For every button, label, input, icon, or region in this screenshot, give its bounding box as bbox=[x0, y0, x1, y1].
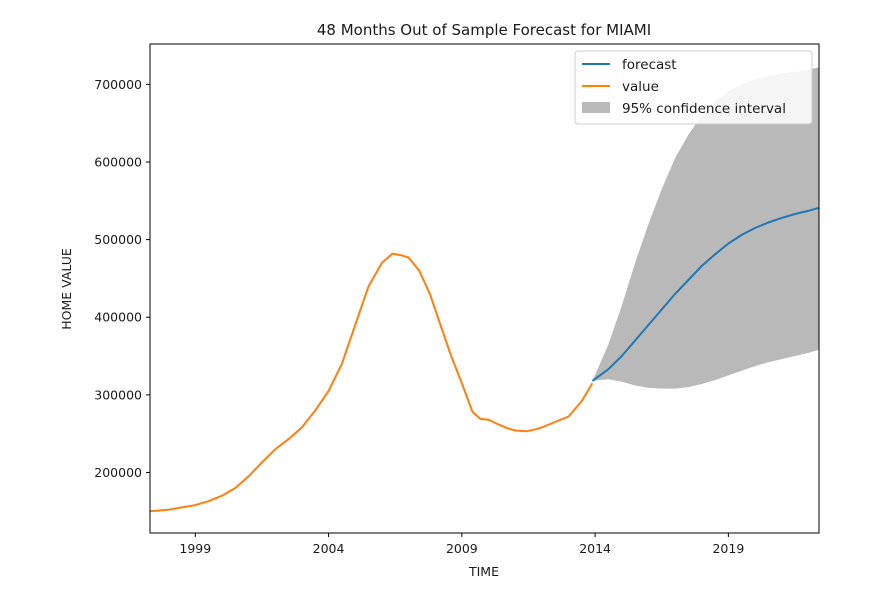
series-line-value bbox=[149, 252, 594, 513]
x-tick-label: 1999 bbox=[179, 541, 211, 556]
x-tick-label: 2014 bbox=[579, 541, 611, 556]
legend-value-label: value bbox=[622, 79, 659, 95]
legend-forecast-label: forecast bbox=[622, 57, 677, 73]
y-tick-label: 500000 bbox=[94, 232, 142, 247]
y-tick-label: 600000 bbox=[94, 154, 142, 169]
x-axis-label: TIME bbox=[468, 564, 499, 579]
confidence-interval-band bbox=[592, 67, 819, 389]
y-axis-label: HOME VALUE bbox=[59, 248, 74, 330]
legend-box bbox=[574, 50, 813, 125]
x-axis: 1999 2004 2009 2014 2019 bbox=[179, 533, 744, 556]
legend-confidence-label: 95% confidence interval bbox=[622, 101, 786, 117]
series-line-forecast bbox=[591, 206, 820, 382]
y-axis: 200000 300000 400000 500000 600000 700000 bbox=[94, 77, 150, 480]
x-tick-label: 2009 bbox=[446, 541, 478, 556]
legend: forecast value 95% confidence interval bbox=[574, 50, 813, 125]
plot-area bbox=[149, 67, 820, 513]
y-tick-label: 300000 bbox=[94, 387, 142, 402]
legend-confidence-swatch bbox=[582, 102, 610, 113]
chart-title: 48 Months Out of Sample Forecast for MIA… bbox=[317, 21, 651, 39]
y-tick-label: 400000 bbox=[94, 310, 142, 325]
y-tick-label: 700000 bbox=[94, 77, 142, 92]
y-tick-label: 200000 bbox=[94, 465, 142, 480]
x-tick-label: 2004 bbox=[313, 541, 345, 556]
x-tick-label: 2019 bbox=[712, 541, 744, 556]
plot-frame bbox=[149, 43, 820, 534]
